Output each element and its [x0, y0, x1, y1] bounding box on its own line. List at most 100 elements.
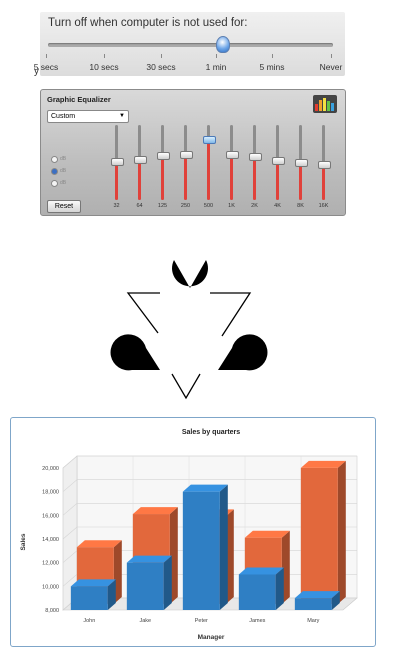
equalizer-title: Graphic Equalizer — [47, 95, 111, 104]
outline-triangle-bottom-vertex — [171, 373, 201, 400]
bar-orange-john-top — [76, 540, 122, 548]
bar-orange-mary — [300, 467, 338, 604]
bar-blue-peter — [182, 491, 220, 610]
eq-knob[interactable] — [111, 158, 124, 166]
pacman-top — [172, 260, 208, 288]
eq-slider-band-250[interactable] — [180, 125, 193, 200]
sales-chart-frame: Sales by quarters Manager Sales 8,000 10,… — [10, 417, 376, 647]
y-tick-label: 8,000 — [45, 608, 59, 614]
eq-knob[interactable] — [272, 156, 285, 165]
bar-blue-peter-side — [219, 484, 228, 610]
slider-title: Turn off when computer is not used for: — [48, 17, 248, 29]
chart-gridline — [62, 479, 357, 492]
y-tick-label: 18,000 — [42, 490, 59, 496]
pacman-right — [218, 334, 268, 371]
eq-slider-band-16K[interactable] — [318, 125, 331, 200]
eq-level-fill — [184, 153, 187, 200]
outline-triangle-left-edge — [126, 292, 160, 334]
eq-slider-band-125[interactable] — [157, 125, 170, 200]
eq-level-fill — [207, 138, 210, 200]
eq-level-fill — [299, 161, 302, 200]
eq-slider-band-500[interactable] — [203, 125, 216, 200]
eq-band-label: 8K — [297, 203, 304, 209]
bar-orange-mary-top — [300, 460, 346, 468]
slider-tick — [161, 54, 162, 58]
bar-orange-mary-side — [337, 460, 346, 604]
eq-slider-band-1K[interactable] — [226, 125, 239, 200]
eq-band-label: 125 — [157, 203, 168, 209]
x-tick-label: James — [249, 618, 265, 624]
eq-knob[interactable] — [157, 152, 170, 160]
bar-blue-john-top — [70, 579, 116, 587]
eq-knob[interactable] — [180, 150, 193, 159]
eq-level-fill — [230, 153, 233, 200]
equalizer-logo-icon — [313, 95, 337, 113]
bar-blue-mary — [294, 598, 332, 610]
y-tick-label: 20,000 — [42, 466, 59, 472]
eq-band-label: 64 — [136, 203, 143, 209]
slider-thumb[interactable] — [216, 36, 230, 53]
reset-button[interactable]: Reset — [47, 200, 81, 213]
radio-option-3[interactable] — [51, 180, 58, 187]
energy-saver-slider-panel: Turn off when computer is not used for: … — [34, 12, 345, 76]
bar-blue-james-top — [238, 567, 284, 575]
eq-band-label: 32 — [113, 203, 120, 209]
chart-gridline — [62, 503, 357, 516]
eq-level-fill — [138, 158, 141, 200]
x-tick-label: Jake — [140, 618, 152, 624]
slider-tick — [216, 54, 217, 58]
slider-track[interactable] — [48, 43, 333, 47]
bar-blue-mary-side — [331, 591, 340, 610]
eq-knob[interactable] — [318, 161, 331, 169]
eq-slider-band-8K[interactable] — [295, 125, 308, 200]
eq-knob[interactable] — [295, 158, 308, 167]
slider-tick — [331, 54, 332, 58]
radio-label-2: dB — [60, 168, 67, 174]
eq-slider-band-32[interactable] — [111, 125, 124, 200]
eq-band-label: 16K — [318, 203, 329, 209]
eq-level-fill — [253, 155, 256, 200]
eq-knob[interactable] — [226, 150, 239, 159]
x-tick-label: Mary — [307, 618, 319, 624]
slider-tick — [104, 54, 105, 58]
y-tick-label: 16,000 — [42, 513, 59, 519]
bar-blue-john — [70, 586, 108, 610]
preset-select[interactable]: Custom ▼ — [47, 110, 129, 123]
chevron-down-icon: ▼ — [119, 113, 125, 119]
sales-bar-chart: Sales by quarters Manager Sales 8,000 10,… — [20, 429, 358, 641]
eq-band-label: 250 — [180, 203, 191, 209]
x-tick-label: John — [83, 618, 95, 624]
bar-blue-mary-top — [294, 591, 340, 599]
bar-blue-peter-top — [182, 484, 228, 492]
eq-slider-band-64[interactable] — [134, 125, 147, 200]
bar-orange-jake-top — [132, 507, 178, 515]
graphic-equalizer-panel: Graphic Equalizer Custom ▼ dB dB dB Rese… — [40, 89, 346, 216]
preset-value: Custom — [51, 113, 76, 120]
annotation-mark: y — [34, 66, 39, 77]
radio-option-2[interactable] — [51, 168, 58, 175]
eq-knob[interactable] — [249, 152, 262, 161]
slider-tick-label: 1 min — [205, 62, 227, 72]
y-tick-label: 10,000 — [42, 584, 59, 590]
slider-tick — [272, 54, 273, 58]
eq-knob[interactable] — [203, 135, 216, 144]
y-tick-label: 12,000 — [42, 561, 59, 567]
bar-orange-james-top — [244, 530, 290, 538]
slider-tick-label: 5 secs — [33, 62, 59, 72]
eq-level-fill — [161, 155, 164, 200]
kanizsa-triangle-illustration — [110, 260, 268, 400]
chart-ylabel: Sales — [20, 533, 27, 550]
eq-band-label: 500 — [203, 203, 214, 209]
bar-blue-jake-side — [163, 555, 172, 610]
eq-slider-band-2K[interactable] — [249, 125, 262, 200]
eq-band-label: 2K — [251, 203, 258, 209]
eq-slider-band-4K[interactable] — [272, 125, 285, 200]
bar-blue-james-side — [275, 567, 284, 610]
slider-tick-label: Never — [319, 62, 343, 72]
outline-triangle-right-edge — [210, 292, 252, 337]
pacman-left — [110, 334, 160, 371]
eq-band-label: 4K — [274, 203, 281, 209]
eq-knob[interactable] — [134, 155, 147, 164]
radio-option-1[interactable] — [51, 156, 58, 163]
chart-gridline — [62, 526, 357, 540]
